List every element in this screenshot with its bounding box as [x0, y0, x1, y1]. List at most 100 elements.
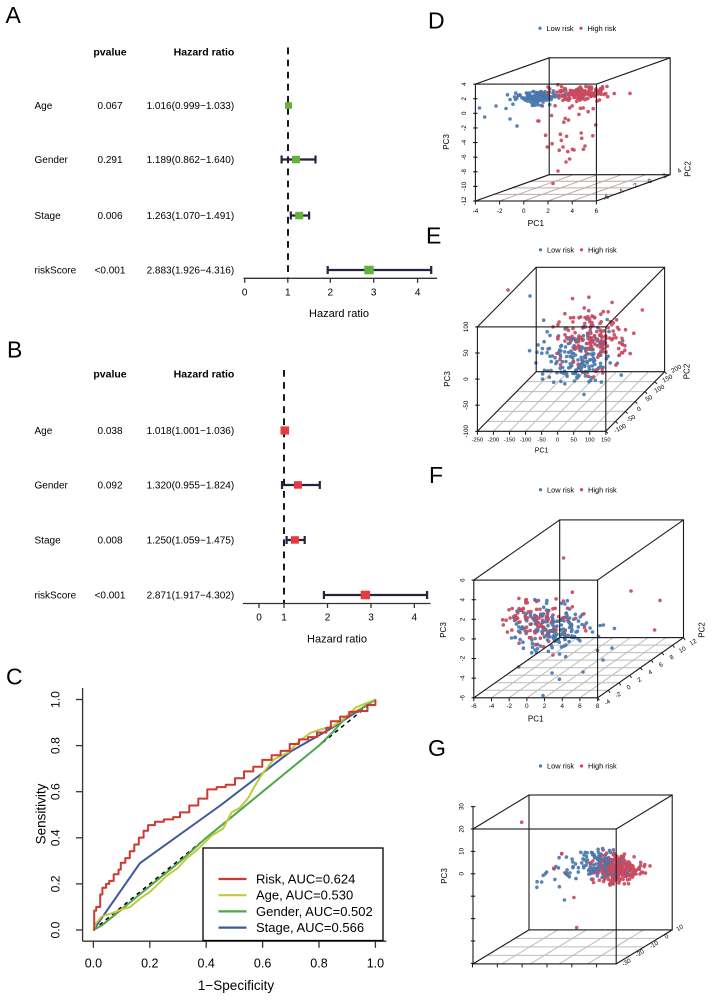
svg-text:Stage, AUC=0.566: Stage, AUC=0.566 — [256, 920, 364, 935]
svg-text:PC1: PC1 — [535, 448, 549, 455]
svg-text:150: 150 — [601, 437, 611, 443]
svg-text:Hazard ratio: Hazard ratio — [174, 369, 235, 381]
svg-text:PC2: PC2 — [683, 363, 692, 379]
svg-text:-100: -100 — [520, 437, 532, 443]
svg-text:pvalue: pvalue — [93, 47, 126, 59]
svg-text:-12: -12 — [461, 196, 468, 206]
svg-text:0: 0 — [525, 703, 529, 710]
svg-text:1.018(1.001−1.036): 1.018(1.001−1.036) — [147, 426, 235, 437]
svg-text:6: 6 — [459, 578, 466, 582]
svg-text:4: 4 — [570, 208, 574, 215]
svg-text:Age: Age — [35, 101, 53, 112]
svg-text:0: 0 — [522, 208, 526, 215]
svg-text:1.189(0.862−1.640): 1.189(0.862−1.640) — [147, 155, 235, 166]
svg-text:-2: -2 — [631, 182, 640, 191]
svg-text:30: 30 — [459, 803, 466, 810]
svg-text:riskScore: riskScore — [35, 591, 77, 602]
svg-text:-2: -2 — [461, 125, 468, 131]
svg-text:0: 0 — [663, 933, 670, 941]
svg-text:-4: -4 — [489, 703, 495, 710]
svg-text:-10: -10 — [648, 939, 660, 950]
svg-text:Risk, AUC=0.624: Risk, AUC=0.624 — [256, 872, 355, 887]
svg-text:0.291: 0.291 — [97, 155, 122, 166]
svg-text:PC1: PC1 — [528, 715, 544, 724]
svg-text:Hazard ratio: Hazard ratio — [307, 634, 367, 646]
svg-text:2: 2 — [325, 613, 331, 624]
svg-text:8: 8 — [669, 653, 676, 661]
svg-text:0.006: 0.006 — [97, 211, 122, 222]
svg-text:High risk: High risk — [588, 762, 617, 771]
svg-text:10: 10 — [678, 645, 688, 655]
svg-text:4: 4 — [676, 167, 684, 175]
svg-text:0: 0 — [556, 437, 559, 443]
svg-text:2: 2 — [461, 96, 468, 100]
svg-text:0.008: 0.008 — [97, 536, 122, 547]
svg-text:3: 3 — [371, 287, 377, 298]
svg-text:-2: -2 — [614, 691, 623, 700]
svg-text:12: 12 — [688, 638, 698, 648]
svg-text:<0.001: <0.001 — [95, 591, 126, 602]
svg-text:Low risk: Low risk — [547, 485, 574, 494]
svg-text:1.263(1.070−1.491): 1.263(1.070−1.491) — [147, 211, 235, 222]
svg-text:1.320(0.955−1.824): 1.320(0.955−1.824) — [147, 481, 235, 492]
svg-text:-8: -8 — [461, 168, 468, 174]
svg-text:Stage: Stage — [35, 211, 62, 222]
svg-text:Hazard ratio: Hazard ratio — [174, 47, 235, 59]
svg-text:10: 10 — [459, 847, 466, 854]
svg-text:PC3: PC3 — [443, 371, 452, 387]
svg-text:Gender: Gender — [35, 155, 69, 166]
svg-text:-6: -6 — [471, 703, 477, 710]
svg-text:A: A — [6, 2, 22, 28]
svg-text:20: 20 — [459, 825, 466, 832]
svg-text:-2: -2 — [506, 703, 512, 710]
svg-text:1−Specificity: 1−Specificity — [198, 978, 274, 993]
svg-text:-50: -50 — [463, 400, 470, 410]
svg-text:4: 4 — [459, 597, 466, 601]
svg-text:0.092: 0.092 — [97, 481, 122, 492]
svg-text:0.6: 0.6 — [49, 783, 63, 800]
svg-text:Low risk: Low risk — [547, 24, 574, 33]
svg-text:High risk: High risk — [588, 246, 617, 255]
svg-text:2: 2 — [543, 703, 547, 710]
svg-text:PC1: PC1 — [528, 218, 545, 228]
svg-text:2: 2 — [546, 208, 550, 215]
svg-text:-4: -4 — [473, 208, 479, 215]
svg-text:-200: -200 — [488, 437, 500, 443]
svg-text:C: C — [6, 663, 23, 689]
svg-text:4: 4 — [412, 613, 418, 624]
svg-text:-100: -100 — [463, 425, 470, 438]
svg-text:2.883(1.926−4.316): 2.883(1.926−4.316) — [147, 266, 235, 277]
svg-text:-4: -4 — [461, 139, 468, 145]
svg-text:0: 0 — [461, 111, 468, 115]
svg-text:100: 100 — [653, 383, 666, 394]
svg-text:Gender: Gender — [35, 481, 69, 492]
svg-text:Age, AUC=0.530: Age, AUC=0.530 — [256, 888, 353, 903]
svg-text:G: G — [428, 735, 446, 761]
svg-text:riskScore: riskScore — [35, 266, 77, 277]
svg-text:PC2: PC2 — [684, 161, 693, 177]
svg-text:2: 2 — [328, 287, 334, 298]
svg-text:1.250(1.059−1.475): 1.250(1.059−1.475) — [147, 536, 235, 547]
svg-text:0: 0 — [459, 872, 466, 876]
svg-text:-4: -4 — [603, 698, 612, 707]
svg-text:-150: -150 — [504, 437, 516, 443]
svg-text:6: 6 — [595, 208, 599, 215]
svg-text:E: E — [426, 223, 441, 249]
svg-text:1.016(0.999−1.033): 1.016(0.999−1.033) — [147, 101, 235, 112]
svg-text:4: 4 — [461, 82, 468, 86]
svg-text:Age: Age — [35, 426, 53, 437]
svg-text:F: F — [429, 462, 443, 488]
svg-text:3: 3 — [368, 613, 374, 624]
svg-text:0.0: 0.0 — [49, 921, 63, 938]
svg-text:0: 0 — [463, 377, 470, 381]
svg-text:PC2: PC2 — [698, 622, 707, 638]
svg-text:Sensitivity: Sensitivity — [34, 783, 49, 844]
svg-text:0.038: 0.038 — [97, 426, 122, 437]
svg-text:10: 10 — [675, 923, 685, 933]
svg-text:1.0: 1.0 — [49, 691, 63, 708]
svg-text:0.8: 0.8 — [49, 737, 63, 754]
svg-text:0.8: 0.8 — [310, 957, 327, 971]
svg-text:High risk: High risk — [588, 24, 617, 33]
svg-text:50: 50 — [644, 394, 654, 404]
svg-text:100: 100 — [585, 437, 595, 443]
